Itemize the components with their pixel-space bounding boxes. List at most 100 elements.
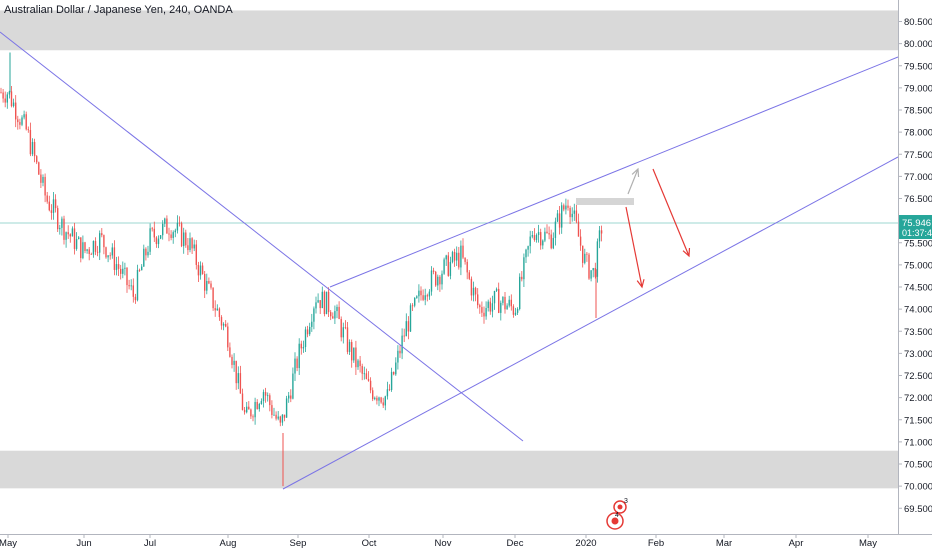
candle-body bbox=[164, 218, 166, 224]
price-tick-label: 78.500 bbox=[904, 106, 932, 117]
candle-body bbox=[296, 358, 298, 369]
candle-body bbox=[290, 395, 292, 399]
candle-body bbox=[78, 237, 80, 240]
candle-body bbox=[353, 347, 355, 361]
time-tick-label: Sep bbox=[290, 538, 307, 549]
candle-body bbox=[489, 301, 491, 312]
candle-body bbox=[189, 238, 191, 251]
time-tick-label: May bbox=[859, 538, 877, 549]
candle-body bbox=[330, 312, 332, 317]
lower-channel-line[interactable] bbox=[282, 156, 899, 490]
candle-body bbox=[493, 290, 496, 304]
projection-down-arrow-shaft bbox=[652, 168, 690, 257]
candle-body bbox=[327, 291, 330, 313]
time-tick-label: Feb bbox=[648, 538, 664, 549]
candle-body bbox=[8, 91, 11, 95]
last-price-label: 75.946 bbox=[902, 218, 931, 229]
candle-body bbox=[166, 218, 168, 234]
projection-down-arrow[interactable] bbox=[625, 206, 645, 289]
candle-body bbox=[25, 114, 27, 130]
candle-body bbox=[521, 276, 523, 280]
candle-body bbox=[453, 252, 456, 261]
candle-body bbox=[157, 238, 160, 245]
candle-body bbox=[229, 347, 231, 357]
projection-up-arrow[interactable] bbox=[627, 167, 640, 195]
target-box[interactable] bbox=[576, 198, 634, 205]
candle-body bbox=[472, 287, 475, 296]
projection-down-arrow-head bbox=[682, 247, 691, 258]
candle-body bbox=[357, 360, 359, 368]
time-axis[interactable]: May Jun Jul Aug Sep Oct Nov Dec 2020 Feb Mar Apr May bbox=[0, 534, 877, 549]
candle-body bbox=[563, 205, 565, 210]
price-tick-label: 75.500 bbox=[904, 238, 932, 249]
time-tick-label: Jul bbox=[144, 538, 156, 549]
candle-body bbox=[500, 302, 502, 313]
candle-body bbox=[405, 321, 407, 337]
candle-body bbox=[596, 241, 599, 277]
candle-body bbox=[311, 321, 313, 327]
candle-body bbox=[498, 288, 500, 313]
candle-body bbox=[393, 371, 395, 375]
candle-body bbox=[302, 346, 305, 349]
candle-body bbox=[380, 397, 382, 403]
candle-body bbox=[212, 287, 214, 309]
candle-body bbox=[525, 249, 527, 258]
candle-body bbox=[342, 327, 344, 338]
candle-body bbox=[65, 232, 67, 240]
svg-text:3: 3 bbox=[624, 498, 628, 505]
drawings[interactable] bbox=[0, 31, 899, 490]
candle-body bbox=[59, 227, 61, 230]
price-tick-label: 72.500 bbox=[904, 371, 932, 382]
candle-body bbox=[176, 222, 179, 231]
candle-body bbox=[372, 390, 374, 400]
candle-body bbox=[399, 350, 401, 354]
candle-body bbox=[567, 205, 569, 208]
candle-body bbox=[598, 230, 601, 242]
candle-body bbox=[491, 303, 494, 312]
candle-body bbox=[33, 141, 36, 157]
candle-body bbox=[138, 269, 141, 271]
candle-body bbox=[75, 239, 78, 249]
candle-body bbox=[42, 176, 44, 183]
candle-body bbox=[315, 302, 317, 309]
candle-body bbox=[537, 232, 540, 235]
downtrend-line[interactable] bbox=[0, 31, 524, 442]
candle-body bbox=[40, 174, 42, 183]
candle-body bbox=[424, 295, 426, 300]
candle-body bbox=[319, 300, 321, 309]
price-axis[interactable]: 80.500 80.000 79.500 79.000 78.500 78.000 77.5… bbox=[898, 17, 932, 515]
candle-body bbox=[94, 241, 97, 252]
candle-body bbox=[256, 401, 258, 410]
price-tick-label: 70.500 bbox=[904, 460, 932, 471]
candle-body bbox=[73, 228, 76, 249]
candle-body bbox=[187, 245, 189, 251]
candle-body bbox=[183, 232, 185, 247]
earnings-events-icon[interactable]: 3 4 bbox=[604, 497, 632, 531]
candle-body bbox=[103, 235, 105, 248]
price-tick-label: 78.000 bbox=[904, 128, 932, 139]
candle-body bbox=[552, 237, 554, 249]
candle-body bbox=[111, 247, 113, 256]
projection-down-arrow[interactable] bbox=[652, 168, 691, 258]
candle-body bbox=[162, 223, 164, 236]
candle-body bbox=[243, 409, 246, 413]
candle-body bbox=[271, 405, 273, 415]
candle-body bbox=[294, 358, 296, 374]
upper-channel-line[interactable] bbox=[329, 56, 899, 288]
candle-body bbox=[252, 416, 254, 418]
support-zone[interactable] bbox=[0, 450, 898, 489]
candle-body bbox=[582, 245, 584, 263]
candle-body bbox=[21, 117, 23, 125]
candle-body bbox=[122, 268, 124, 274]
price-tick-label: 76.500 bbox=[904, 194, 932, 205]
resistance-zone[interactable] bbox=[0, 10, 898, 51]
candle-body bbox=[227, 326, 229, 348]
candle-body bbox=[52, 199, 55, 213]
candle-body bbox=[201, 265, 204, 275]
candle-body bbox=[481, 307, 483, 313]
candle-body bbox=[235, 360, 237, 384]
candle-body bbox=[206, 281, 208, 291]
candle-body bbox=[548, 233, 550, 235]
